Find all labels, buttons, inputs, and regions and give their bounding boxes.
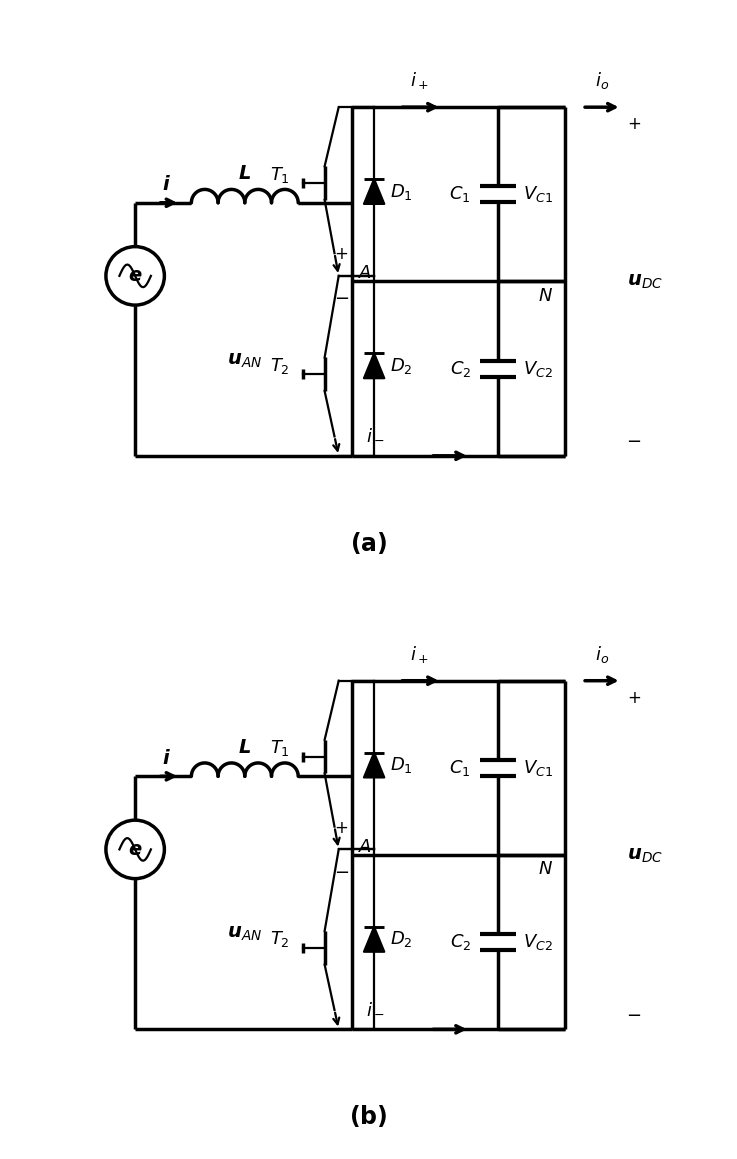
Text: $-$: $-$ [626,1005,641,1022]
Text: $-$: $-$ [334,862,349,880]
Text: $+$: $+$ [627,688,641,707]
Polygon shape [364,353,384,378]
Polygon shape [364,927,384,952]
Text: $\boldsymbol{i}$: $\boldsymbol{i}$ [161,175,170,195]
Text: $T_1$: $T_1$ [270,738,290,758]
Text: $i_+$: $i_+$ [410,71,428,92]
Text: $i_-$: $i_-$ [366,425,385,444]
Text: $-$: $-$ [334,289,349,306]
Text: $\mathbf{(b)}$: $\mathbf{(b)}$ [349,1103,388,1130]
Text: $A$: $A$ [358,264,372,282]
Text: $\mathbf{(a)}$: $\mathbf{(a)}$ [350,530,387,556]
Polygon shape [364,180,384,204]
Text: $D_1$: $D_1$ [390,755,413,775]
Text: $-$: $-$ [626,431,641,449]
Text: $A$: $A$ [358,838,372,855]
Text: $T_2$: $T_2$ [270,930,290,949]
Text: $+$: $+$ [335,246,349,263]
Text: $N$: $N$ [538,860,553,879]
Text: $+$: $+$ [335,819,349,837]
Text: $V_{C1}$: $V_{C1}$ [523,758,553,778]
Text: $\boldsymbol{L}$: $\boldsymbol{L}$ [238,165,251,183]
Polygon shape [364,752,384,778]
Text: $C_1$: $C_1$ [450,184,471,204]
Text: $\boldsymbol{u}_{DC}$: $\boldsymbol{u}_{DC}$ [627,272,663,291]
Text: $N$: $N$ [538,286,553,305]
Text: $\boldsymbol{u}_{AN}$: $\boldsymbol{u}_{AN}$ [227,351,262,370]
Text: $i_-$: $i_-$ [366,999,385,1016]
Text: $i_o$: $i_o$ [595,71,609,92]
Text: $\boldsymbol{u}_{DC}$: $\boldsymbol{u}_{DC}$ [627,846,663,865]
Text: $V_{C1}$: $V_{C1}$ [523,184,553,204]
Text: $C_2$: $C_2$ [450,358,471,379]
Text: $C_2$: $C_2$ [450,932,471,953]
Text: $D_1$: $D_1$ [390,182,413,202]
Text: $C_1$: $C_1$ [450,758,471,778]
Text: $D_2$: $D_2$ [390,356,413,376]
Text: $T_2$: $T_2$ [270,356,290,376]
Text: $\boldsymbol{L}$: $\boldsymbol{L}$ [238,737,251,757]
Text: $\boldsymbol{i}$: $\boldsymbol{i}$ [161,749,170,767]
Text: $i_+$: $i_+$ [410,644,428,665]
Text: $\boldsymbol{u}_{AN}$: $\boldsymbol{u}_{AN}$ [227,924,262,943]
Text: $D_2$: $D_2$ [390,930,413,949]
Text: $V_{C2}$: $V_{C2}$ [523,358,553,379]
Text: $+$: $+$ [627,115,641,133]
Text: $\boldsymbol{e}$: $\boldsymbol{e}$ [128,267,142,285]
Text: $\boldsymbol{e}$: $\boldsymbol{e}$ [128,840,142,859]
Text: $V_{C2}$: $V_{C2}$ [523,932,553,953]
Text: $T_1$: $T_1$ [270,165,290,184]
Text: $i_o$: $i_o$ [595,644,609,665]
